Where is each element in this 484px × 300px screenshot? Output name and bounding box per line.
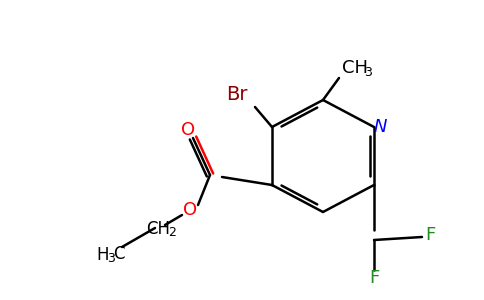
- Text: CH: CH: [146, 220, 170, 238]
- Text: 3: 3: [364, 65, 372, 79]
- Text: Br: Br: [226, 85, 248, 104]
- Text: O: O: [181, 121, 195, 139]
- Text: H: H: [97, 246, 109, 264]
- Text: C: C: [113, 245, 125, 263]
- Text: F: F: [425, 226, 435, 244]
- Text: 2: 2: [168, 226, 176, 239]
- Text: CH: CH: [342, 59, 368, 77]
- Text: O: O: [183, 201, 197, 219]
- Text: N: N: [373, 118, 387, 136]
- Text: F: F: [369, 269, 379, 287]
- Text: 3: 3: [107, 253, 115, 266]
